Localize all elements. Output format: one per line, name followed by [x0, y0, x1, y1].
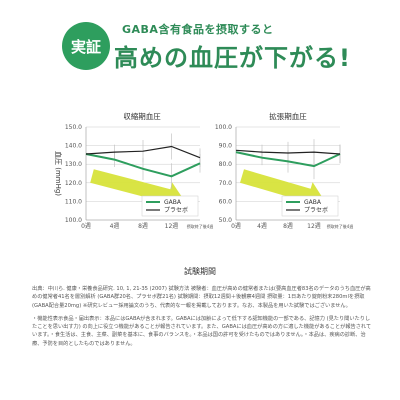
chart2-y-tick-label: 50.0: [219, 217, 233, 224]
chart2-y-tick-label: 70.0: [219, 180, 233, 187]
chart2-legend-label: プラセボ: [304, 206, 328, 214]
chart2-y-tick-label: 80.0: [219, 161, 233, 168]
chart1-y-axis-label: 血圧 (mmHg): [54, 151, 63, 196]
chart2-x-tick-label: 8週: [283, 222, 293, 230]
chart1-legend-label: GABA: [164, 199, 182, 206]
header-subtitle: GABA含有食品を摂取すると: [122, 23, 274, 36]
chart1-y-tick-label: 130.0: [65, 161, 82, 168]
footnotes: 出典：中川ら. 健康・栄養食品研究. 10, 1, 21-35 (2007) 試…: [32, 285, 374, 353]
chart1-y-tick-label: 140.0: [65, 143, 82, 150]
chart1-x-tick-label: 8週: [138, 222, 148, 230]
chart2-x-tick-label: 4週: [257, 222, 267, 230]
chart2-title: 拡張期血圧: [269, 111, 307, 121]
chart1-y-tick-label: 150.0: [65, 124, 82, 131]
chart2-x-tick-label: 摂取終了後4週: [327, 223, 354, 229]
header-title: 高めの血圧が下がる!: [114, 44, 351, 72]
chart1-y-tick-label: 100.0: [65, 217, 82, 224]
chart1-series-line-placebo: [85, 145, 201, 159]
chart2-y-tick-label: 60.0: [219, 198, 233, 205]
chart1-x-tick-label: 摂取終了後4週: [187, 223, 214, 229]
chart1-x-tick-label: 12週: [165, 222, 179, 230]
chart2-legend-label: GABA: [304, 199, 322, 206]
chart2-series-line-placebo: [235, 149, 341, 155]
chart2-x-tick-label: 0週: [231, 222, 241, 230]
chart1-x-tick-label: 0週: [81, 222, 91, 230]
chart2-series-line-gaba: [235, 151, 341, 168]
footnote-disclaimer: ・機能性表示食品・届出表示：本品にはGABAが含まれます。GABAには加齢によっ…: [32, 315, 372, 347]
footnote-source: 出典：中川ら. 健康・栄養食品研究. 10, 1, 21-35 (2007) 試…: [32, 286, 371, 309]
chart1-series-line-gaba: [85, 153, 201, 178]
verified-badge: 実証: [62, 22, 110, 70]
chart1-y-tick-label: 120.0: [65, 180, 82, 187]
chart2-y-tick-label: 90.0: [219, 143, 233, 150]
chart2-x-tick-label: 12週: [307, 222, 321, 230]
x-axis-title: 試験期間: [184, 267, 216, 276]
chart1-y-tick-label: 110.0: [65, 198, 82, 205]
chart1-title: 収縮期血圧: [123, 111, 161, 121]
chart1-legend-label: プラセボ: [164, 206, 188, 214]
chart2-y-tick-label: 100.0: [215, 124, 232, 131]
chart1-x-tick-label: 4週: [110, 222, 120, 230]
header: 実証 GABA含有食品を摂取すると 高めの血圧が下がる!: [0, 0, 400, 80]
